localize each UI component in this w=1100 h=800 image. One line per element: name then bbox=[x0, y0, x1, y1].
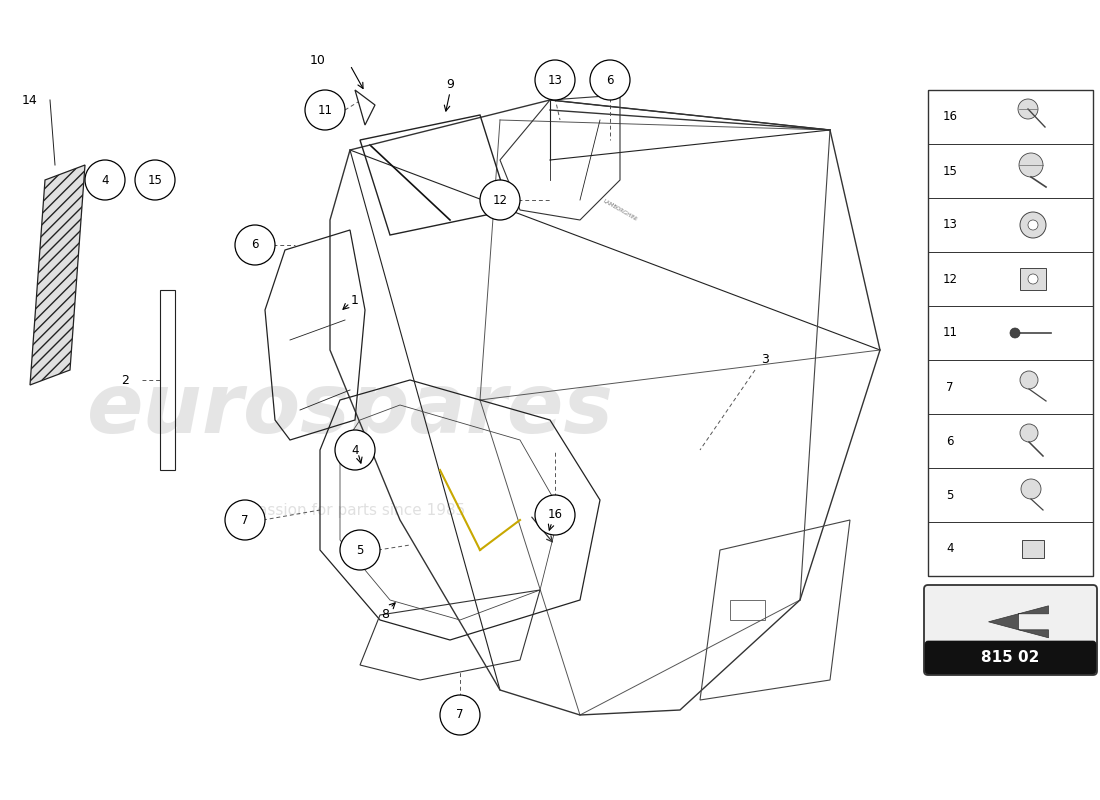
Text: 5: 5 bbox=[946, 489, 954, 502]
Text: 16: 16 bbox=[943, 110, 957, 123]
Circle shape bbox=[336, 430, 375, 470]
Text: 7: 7 bbox=[456, 709, 464, 722]
Text: 4: 4 bbox=[101, 174, 109, 186]
Circle shape bbox=[1018, 99, 1038, 119]
Circle shape bbox=[1028, 274, 1038, 284]
Circle shape bbox=[340, 530, 379, 570]
Circle shape bbox=[440, 695, 480, 735]
Text: 13: 13 bbox=[548, 74, 562, 86]
Text: 16: 16 bbox=[548, 509, 562, 522]
Text: LAMBORGHINI: LAMBORGHINI bbox=[602, 198, 638, 222]
Bar bbox=[928, 306, 1093, 360]
Text: 14: 14 bbox=[22, 94, 37, 106]
Bar bbox=[928, 90, 1093, 576]
Text: 815 02: 815 02 bbox=[981, 650, 1040, 665]
Circle shape bbox=[590, 60, 630, 100]
Text: 4: 4 bbox=[351, 443, 359, 457]
Bar bbox=[928, 252, 1093, 306]
Text: 7: 7 bbox=[241, 514, 249, 526]
Text: 7: 7 bbox=[946, 381, 954, 394]
Circle shape bbox=[235, 225, 275, 265]
Text: 6: 6 bbox=[251, 238, 258, 251]
Bar bbox=[928, 144, 1093, 198]
Text: 3: 3 bbox=[761, 354, 769, 366]
Text: 1: 1 bbox=[351, 294, 359, 306]
FancyBboxPatch shape bbox=[924, 585, 1097, 675]
Text: 11: 11 bbox=[318, 103, 332, 117]
Polygon shape bbox=[30, 165, 85, 385]
Circle shape bbox=[535, 60, 575, 100]
Circle shape bbox=[226, 500, 265, 540]
Bar bbox=[928, 522, 1093, 576]
Text: 9: 9 bbox=[447, 78, 454, 91]
Circle shape bbox=[1010, 328, 1020, 338]
FancyBboxPatch shape bbox=[925, 641, 1096, 674]
Text: 12: 12 bbox=[943, 273, 957, 286]
Bar bbox=[928, 360, 1093, 414]
Circle shape bbox=[305, 90, 345, 130]
Text: 5: 5 bbox=[356, 543, 364, 557]
Bar bbox=[928, 414, 1093, 468]
Circle shape bbox=[135, 160, 175, 200]
Bar bbox=[928, 90, 1093, 144]
Text: 15: 15 bbox=[943, 165, 957, 178]
Text: 11: 11 bbox=[943, 326, 957, 339]
Circle shape bbox=[1020, 371, 1038, 389]
Text: 12: 12 bbox=[493, 194, 507, 206]
Text: 2: 2 bbox=[121, 374, 129, 386]
Text: 10: 10 bbox=[310, 54, 326, 66]
Bar bbox=[928, 468, 1093, 522]
Circle shape bbox=[1028, 220, 1038, 230]
Circle shape bbox=[1021, 479, 1041, 499]
Circle shape bbox=[1019, 153, 1043, 177]
Text: a passion for parts since 1985: a passion for parts since 1985 bbox=[234, 502, 465, 518]
Bar bbox=[928, 198, 1093, 252]
Text: 8: 8 bbox=[381, 609, 389, 622]
Bar bbox=[1022, 540, 1044, 558]
Text: 6: 6 bbox=[606, 74, 614, 86]
Circle shape bbox=[1020, 424, 1038, 442]
Text: 13: 13 bbox=[943, 218, 957, 231]
Polygon shape bbox=[989, 606, 1048, 638]
Bar bbox=[1020, 268, 1046, 290]
Text: 15: 15 bbox=[147, 174, 163, 186]
Circle shape bbox=[480, 180, 520, 220]
Text: 6: 6 bbox=[946, 434, 954, 447]
Circle shape bbox=[85, 160, 125, 200]
Circle shape bbox=[535, 495, 575, 535]
Circle shape bbox=[1020, 212, 1046, 238]
Text: 4: 4 bbox=[946, 542, 954, 555]
Bar bbox=[730, 600, 764, 620]
Text: eurospares: eurospares bbox=[87, 370, 614, 450]
